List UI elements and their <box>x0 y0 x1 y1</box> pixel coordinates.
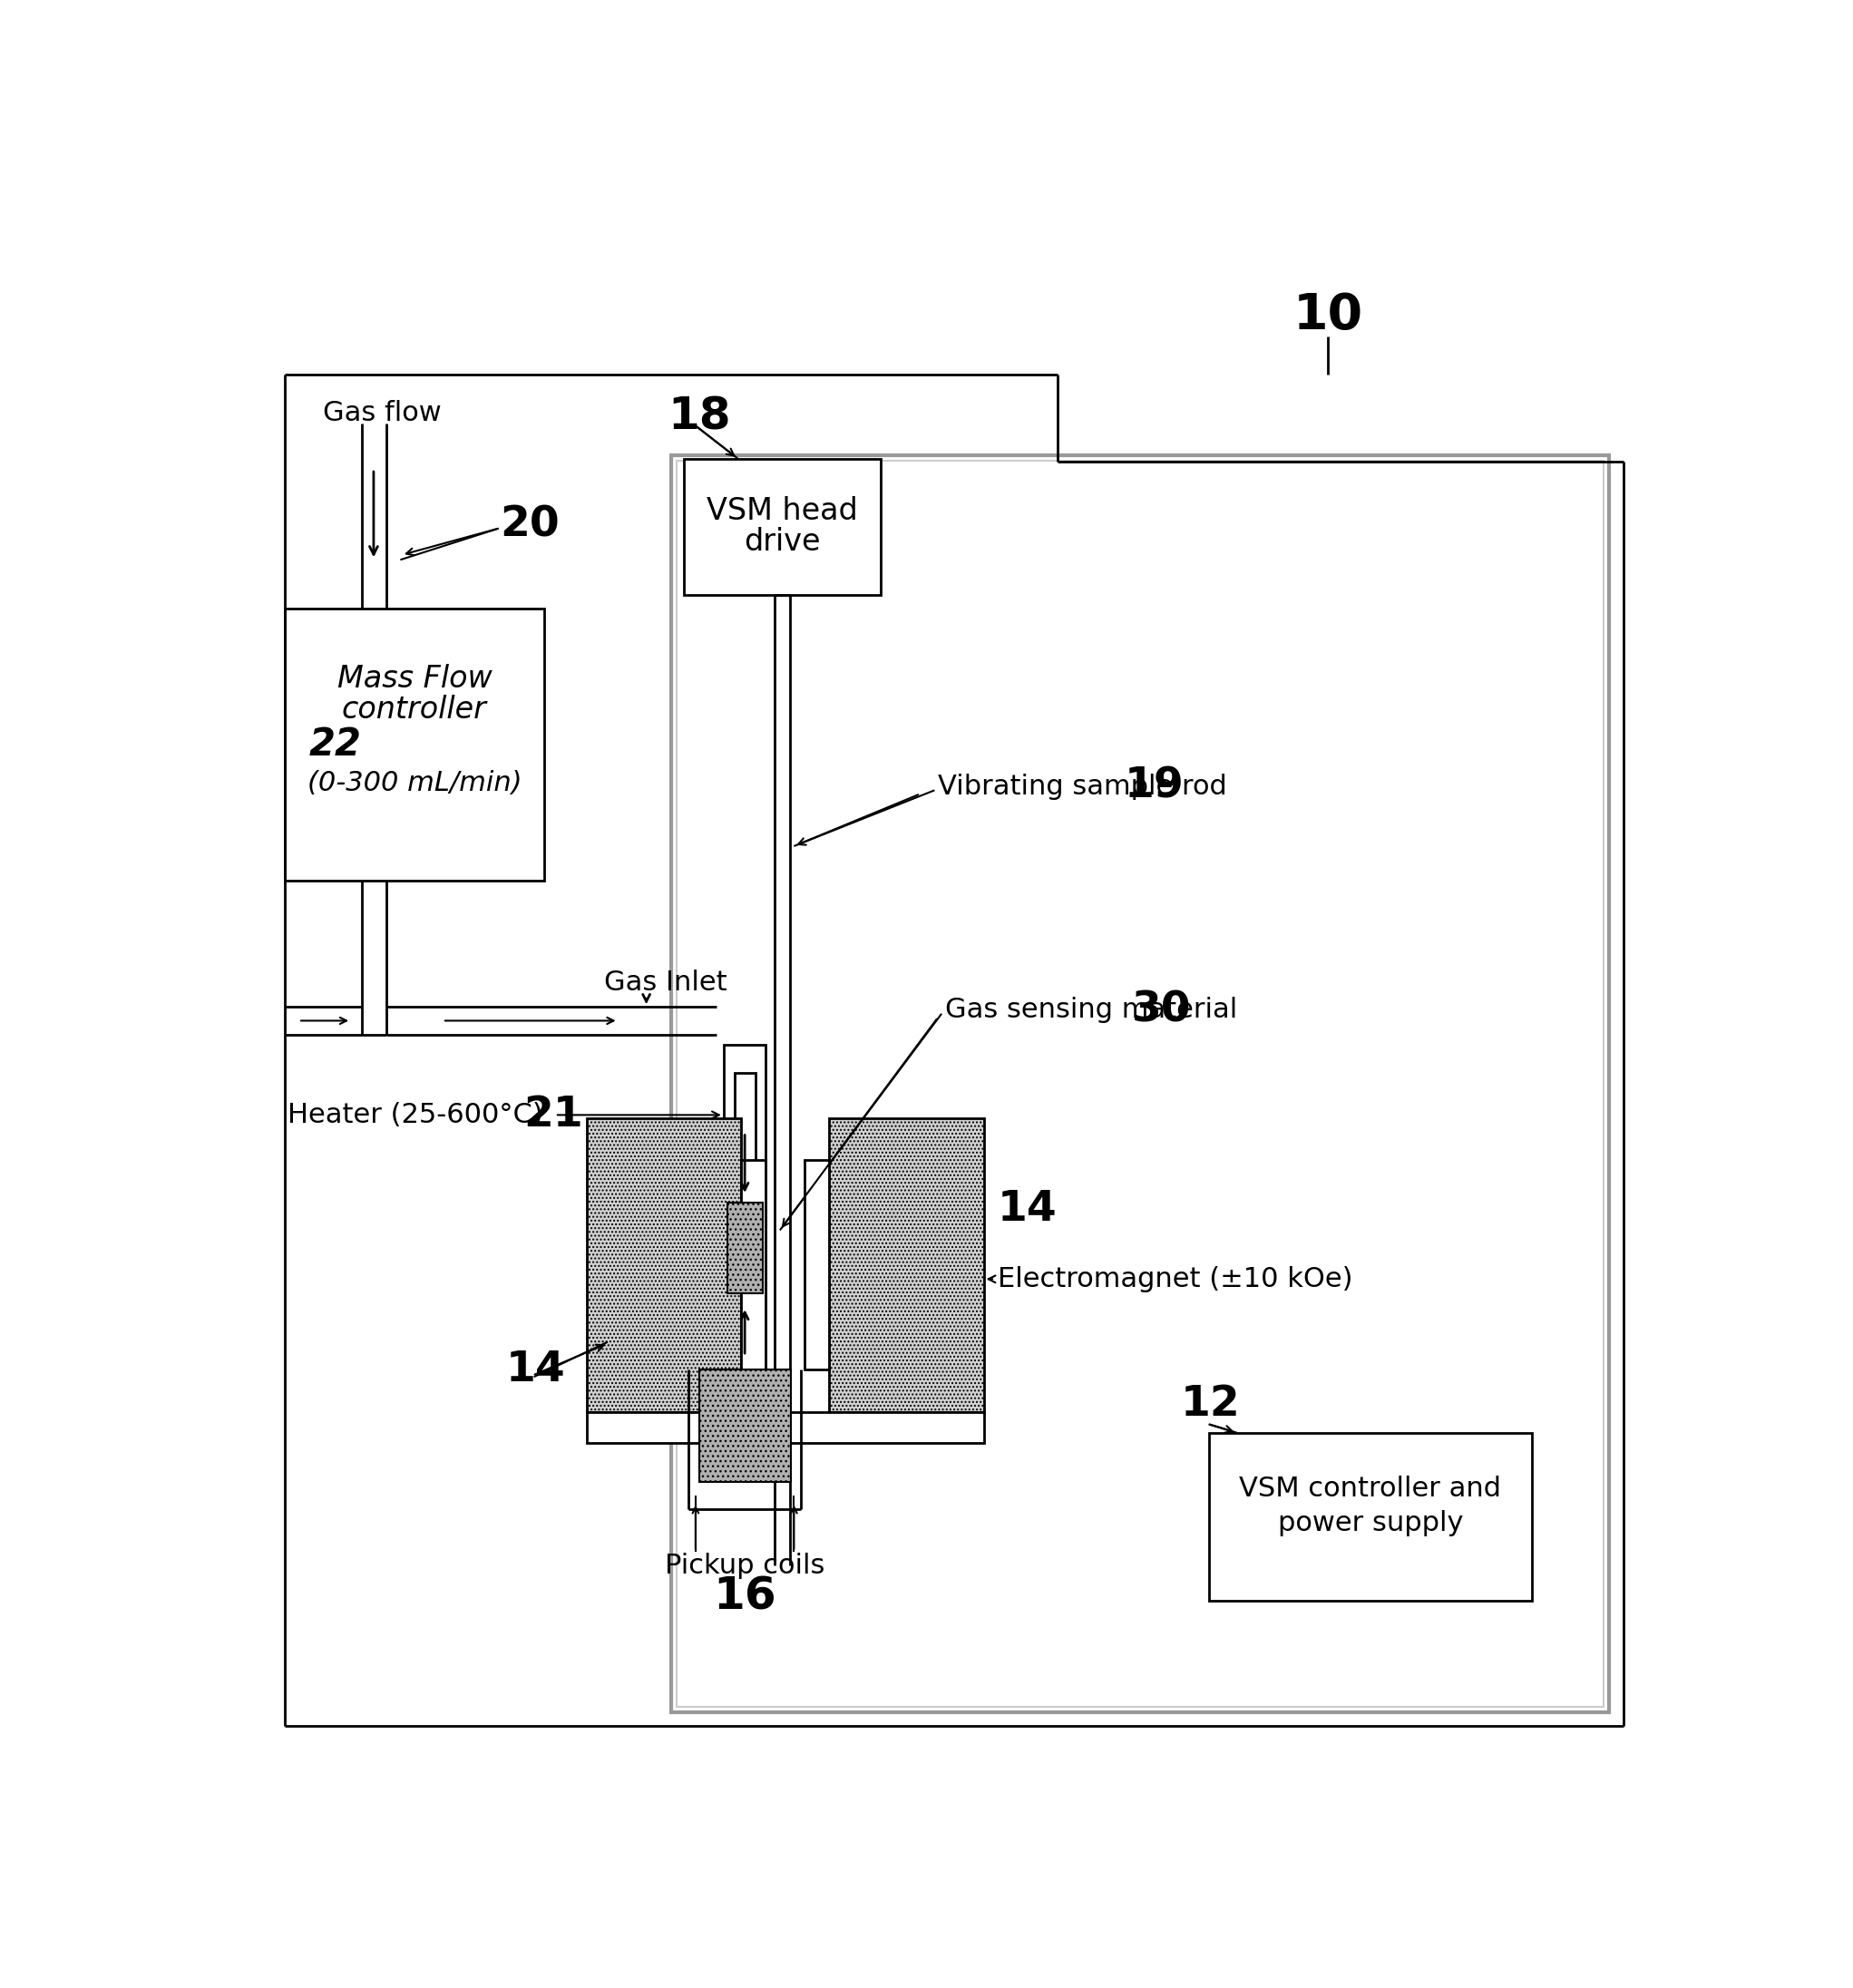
Text: Gas Inlet: Gas Inlet <box>604 968 726 996</box>
Bar <box>1208 1433 1532 1600</box>
Text: 18: 18 <box>667 396 730 439</box>
Text: Pickup coils: Pickup coils <box>665 1553 825 1578</box>
Text: 14: 14 <box>997 1189 1058 1231</box>
Text: Vibrating sample rod: Vibrating sample rod <box>938 773 1227 799</box>
Text: (0-300 mL/min): (0-300 mL/min) <box>308 769 523 797</box>
Text: 20: 20 <box>500 505 560 545</box>
Text: 10: 10 <box>1293 290 1364 340</box>
Bar <box>284 608 545 881</box>
Text: Gas sensing material: Gas sensing material <box>945 998 1238 1024</box>
Bar <box>587 1411 984 1443</box>
Text: 19: 19 <box>1125 765 1184 807</box>
Bar <box>676 461 1603 1706</box>
Text: drive: drive <box>743 527 821 557</box>
Bar <box>741 1161 765 1370</box>
Text: Mass Flow: Mass Flow <box>337 664 491 694</box>
Text: Heater (25-600°C): Heater (25-600°C) <box>287 1101 543 1127</box>
Text: 30: 30 <box>1132 990 1191 1030</box>
Bar <box>684 459 880 594</box>
Text: 12: 12 <box>1180 1384 1240 1425</box>
Bar <box>828 1119 984 1411</box>
Text: VSM controller and: VSM controller and <box>1240 1475 1501 1501</box>
Text: Gas flow: Gas flow <box>322 400 441 425</box>
Text: 21: 21 <box>523 1095 584 1135</box>
Bar <box>734 1074 756 1408</box>
Text: 22: 22 <box>309 726 361 763</box>
Bar <box>587 1119 741 1411</box>
Text: Electromagnet (±10 kOe): Electromagnet (±10 kOe) <box>997 1266 1353 1292</box>
Text: VSM head: VSM head <box>706 495 858 527</box>
Bar <box>804 1161 828 1370</box>
Bar <box>671 455 1610 1712</box>
Text: controller: controller <box>343 696 487 726</box>
Bar <box>725 1046 765 1435</box>
Bar <box>699 1370 791 1481</box>
Text: power supply: power supply <box>1277 1511 1464 1537</box>
Bar <box>726 1203 762 1292</box>
Text: 16: 16 <box>713 1574 776 1618</box>
Text: 14: 14 <box>506 1350 565 1390</box>
